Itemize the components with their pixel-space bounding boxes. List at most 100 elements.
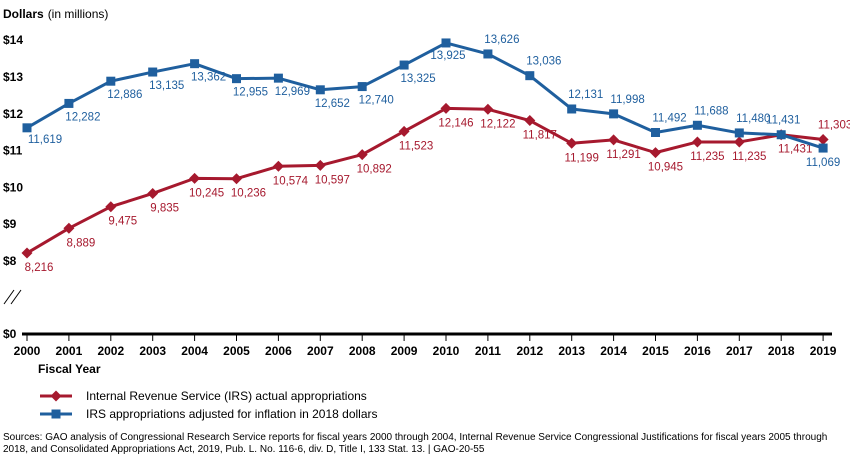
x-tick-label: 2019 bbox=[810, 344, 837, 358]
data-point-square bbox=[22, 123, 32, 133]
series-line bbox=[26, 41, 824, 150]
data-point-diamond bbox=[566, 137, 578, 149]
data-label: 11,523 bbox=[399, 140, 433, 152]
data-label: 9,475 bbox=[108, 216, 137, 228]
data-label: 12,969 bbox=[275, 86, 310, 98]
data-point-square bbox=[399, 60, 409, 70]
x-tick-label: 2006 bbox=[265, 344, 292, 358]
data-label: 11,235 bbox=[732, 151, 766, 163]
y-tick-label: $8 bbox=[3, 254, 17, 268]
series-line bbox=[26, 106, 824, 255]
data-label: 11,431 bbox=[766, 115, 800, 127]
legend-item: IRS appropriations adjusted for inflatio… bbox=[40, 407, 378, 421]
x-tick-label: 2013 bbox=[558, 344, 585, 358]
y-axis-title: Dollars (in millions) bbox=[3, 7, 108, 21]
data-point-diamond bbox=[733, 136, 745, 148]
data-label: 10,245 bbox=[189, 187, 224, 199]
x-tick-label: 2005 bbox=[223, 344, 250, 358]
data-label: 12,282 bbox=[65, 111, 100, 123]
data-point-diamond bbox=[147, 187, 159, 199]
x-tick-label: 2002 bbox=[97, 344, 124, 358]
data-point-diamond bbox=[272, 160, 284, 172]
data-label: 13,626 bbox=[484, 34, 519, 46]
data-label: 13,036 bbox=[526, 56, 561, 68]
data-point-diamond bbox=[356, 149, 368, 161]
data-point-square bbox=[525, 71, 535, 81]
data-label: 11,688 bbox=[694, 105, 728, 117]
y-tick-label: $0 bbox=[3, 327, 17, 341]
x-tick-label: 2018 bbox=[768, 344, 795, 358]
data-point-square bbox=[315, 85, 325, 95]
legend-label: Internal Revenue Service (IRS) actual ap… bbox=[86, 389, 367, 403]
data-point-square bbox=[609, 109, 619, 119]
data-point-diamond bbox=[50, 390, 62, 402]
y-tick-label: $10 bbox=[3, 180, 23, 194]
data-label: 11,817 bbox=[523, 130, 557, 142]
data-label: 11,235 bbox=[690, 151, 724, 163]
data-label: 8,889 bbox=[67, 237, 96, 249]
x-tick-label: 2007 bbox=[307, 344, 334, 358]
data-label: 11,199 bbox=[565, 152, 599, 164]
data-point-diamond bbox=[63, 222, 75, 234]
data-point-square bbox=[357, 82, 367, 92]
data-point-square bbox=[776, 130, 786, 140]
data-point-square bbox=[51, 409, 61, 419]
data-label: 11,480 bbox=[736, 113, 770, 125]
x-tick-label: 2003 bbox=[139, 344, 166, 358]
data-label: 11,998 bbox=[610, 94, 644, 106]
data-point-square bbox=[651, 127, 660, 137]
data-label: 11,291 bbox=[606, 149, 640, 161]
data-label: 13,362 bbox=[191, 72, 226, 84]
data-point-square bbox=[567, 104, 577, 114]
data-point-square bbox=[106, 76, 116, 86]
data-label: 10,892 bbox=[357, 164, 392, 176]
data-point-diamond bbox=[482, 103, 494, 115]
data-point-square bbox=[441, 38, 451, 48]
source-note: Sources: GAO analysis of Congressional R… bbox=[3, 432, 828, 455]
y-tick-label: $13 bbox=[3, 70, 23, 84]
data-label: 12,886 bbox=[107, 89, 142, 101]
data-point-diamond bbox=[231, 173, 242, 185]
x-tick-label: 2016 bbox=[684, 344, 711, 358]
x-tick-label: 2011 bbox=[475, 344, 501, 358]
data-label: 10,236 bbox=[231, 188, 266, 200]
legend-item: Internal Revenue Service (IRS) actual ap… bbox=[40, 389, 367, 403]
data-point-square bbox=[734, 128, 744, 138]
y-tick-label: $12 bbox=[3, 107, 23, 121]
data-label: 11,069 bbox=[806, 157, 840, 169]
axis-break-icon bbox=[3, 289, 22, 305]
data-label: 11,492 bbox=[652, 112, 686, 124]
data-point-diamond bbox=[608, 134, 620, 146]
data-label: 11,431 bbox=[778, 144, 812, 156]
data-point-square bbox=[190, 59, 200, 69]
x-tick-label: 2004 bbox=[181, 344, 208, 358]
data-point-diamond bbox=[314, 159, 326, 171]
data-point-square bbox=[692, 120, 702, 130]
data-point-diamond bbox=[524, 115, 536, 127]
data-label: 9,835 bbox=[150, 202, 179, 214]
data-point-diamond bbox=[105, 201, 117, 213]
data-label: 12,131 bbox=[568, 89, 603, 101]
data-point-square bbox=[818, 143, 828, 153]
x-axis-title: Fiscal Year bbox=[38, 362, 101, 376]
line-chart: Dollars (in millions) $0 $8 $9 $10 $11 $12 $13 $… bbox=[3, 7, 850, 421]
data-label: 11,619 bbox=[28, 134, 62, 146]
data-label: 12,955 bbox=[233, 87, 268, 99]
data-label: 8,216 bbox=[25, 262, 54, 274]
y-tick-label: $11 bbox=[3, 144, 23, 158]
data-label: 11,303 bbox=[818, 119, 850, 131]
data-point-diamond bbox=[189, 172, 201, 184]
x-tick-label: 2008 bbox=[349, 344, 376, 358]
data-point-diamond bbox=[650, 147, 661, 159]
data-point-square bbox=[64, 98, 74, 108]
data-label: 12,652 bbox=[315, 98, 350, 110]
x-tick-label: 2000 bbox=[14, 344, 41, 358]
series-actual: 8,216 8,889 9,475 9,835 10,245 10,236 10,574 10… bbox=[21, 102, 850, 274]
x-tick-label: 2009 bbox=[391, 344, 418, 358]
x-tick-label: 2015 bbox=[642, 344, 669, 358]
data-point-diamond bbox=[817, 133, 829, 145]
data-label: 12,146 bbox=[438, 117, 473, 129]
data-point-square bbox=[483, 49, 493, 59]
data-point-diamond bbox=[21, 247, 33, 259]
data-point-diamond bbox=[398, 125, 410, 137]
